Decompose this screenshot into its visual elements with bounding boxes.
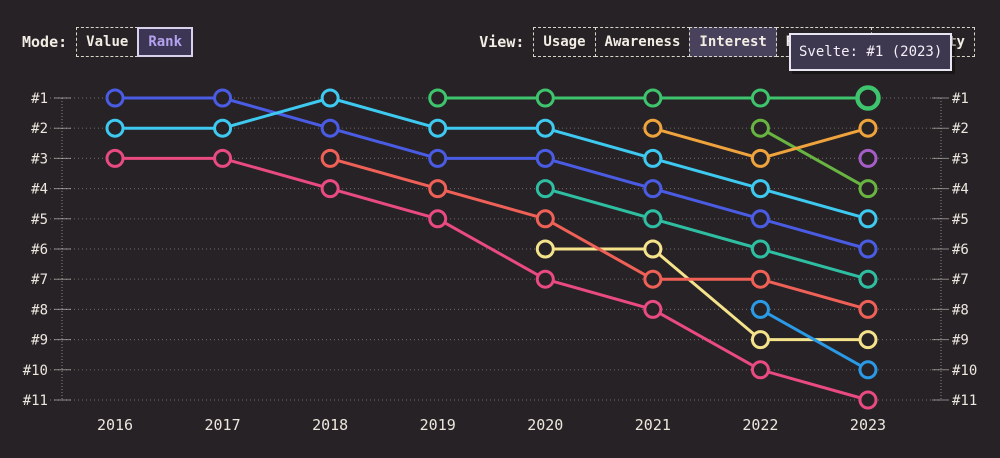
data-point-blue-2020[interactable]	[535, 148, 555, 168]
year-label-2016: 2016	[97, 416, 133, 434]
mode-label: Mode:	[22, 33, 68, 51]
data-point-salmon-2019[interactable]	[428, 179, 448, 199]
data-point-lightblue-2023[interactable]	[858, 360, 878, 380]
tooltip: Svelte: #1 (2023)	[789, 33, 953, 71]
rank-label-left: #4	[31, 182, 48, 198]
rank-label-left: #5	[31, 212, 48, 228]
data-point-yellow-2023[interactable]	[858, 330, 878, 350]
mode-button-rank[interactable]: Rank	[137, 27, 194, 57]
data-point-cyan-2020[interactable]	[535, 118, 555, 138]
rank-label-left: #8	[31, 302, 48, 318]
data-point-pink-2016[interactable]	[105, 148, 125, 168]
data-point-teal-2022[interactable]	[750, 239, 770, 259]
data-point-lightblue-2022[interactable]	[750, 299, 770, 319]
rank-label-left: #6	[31, 242, 48, 258]
data-point-blue-2018[interactable]	[320, 118, 340, 138]
data-point-pink-2021[interactable]	[643, 299, 663, 319]
data-point-pink-2018[interactable]	[320, 179, 340, 199]
rank-label-right: #10	[952, 363, 977, 379]
year-label-2021: 2021	[635, 416, 671, 434]
view-label: View:	[479, 33, 525, 51]
data-point-blue-2019[interactable]	[428, 148, 448, 168]
data-point-cyan-2016[interactable]	[105, 118, 125, 138]
data-point-svelte-2020[interactable]	[535, 88, 555, 108]
data-point-cyan-2019[interactable]	[428, 118, 448, 138]
data-point-svelte-2019[interactable]	[428, 88, 448, 108]
series-line-teal[interactable]	[543, 187, 870, 281]
year-label-2017: 2017	[205, 416, 241, 434]
data-point-pink-2020[interactable]	[535, 269, 555, 289]
rank-label-right: #5	[952, 212, 969, 228]
data-point-salmon-2023[interactable]	[858, 299, 878, 319]
data-point-salmon-2020[interactable]	[535, 209, 555, 229]
data-point-olive-2023[interactable]	[858, 179, 878, 199]
rank-label-right: #6	[952, 242, 969, 258]
data-point-cyan-2021[interactable]	[643, 148, 663, 168]
series-line-cyan[interactable]	[113, 96, 870, 221]
rank-label-left: #2	[31, 121, 48, 137]
rank-label-right: #1	[952, 91, 969, 107]
data-point-teal-2023[interactable]	[858, 269, 878, 289]
data-point-blue-2022[interactable]	[750, 209, 770, 229]
year-label-2022: 2022	[742, 416, 778, 434]
rank-label-right: #8	[952, 302, 969, 318]
data-point-cyan-2017[interactable]	[213, 118, 233, 138]
year-label-2018: 2018	[312, 416, 348, 434]
data-point-purple-2023[interactable]	[858, 148, 878, 168]
data-point-orange-2021[interactable]	[643, 118, 663, 138]
data-point-pink-2017[interactable]	[213, 148, 233, 168]
rank-label-right: #2	[952, 121, 969, 137]
rank-label-left: #7	[31, 272, 48, 288]
series-line-olive[interactable]	[758, 126, 870, 191]
rank-label-right: #7	[952, 272, 969, 288]
data-point-svelte-2022[interactable]	[750, 88, 770, 108]
data-point-teal-2021[interactable]	[643, 209, 663, 229]
data-point-cyan-2018[interactable]	[320, 88, 340, 108]
year-label-2019: 2019	[420, 416, 456, 434]
data-point-yellow-2021[interactable]	[643, 239, 663, 259]
data-point-pink-2019[interactable]	[428, 209, 448, 229]
data-point-salmon-2021[interactable]	[643, 269, 663, 289]
year-label-2023: 2023	[850, 416, 886, 434]
year-label-2020: 2020	[527, 416, 563, 434]
data-point-blue-2016[interactable]	[105, 88, 125, 108]
data-point-pink-2023[interactable]	[858, 390, 878, 410]
data-point-svelte-2021[interactable]	[643, 88, 663, 108]
series-line-pink[interactable]	[113, 156, 870, 402]
rank-label-right: #11	[952, 393, 977, 409]
data-point-yellow-2022[interactable]	[750, 330, 770, 350]
data-point-salmon-2018[interactable]	[320, 148, 340, 168]
data-point-teal-2020[interactable]	[535, 179, 555, 199]
rank-label-left: #3	[31, 151, 48, 167]
data-point-blue-2023[interactable]	[858, 239, 878, 259]
rank-label-left: #10	[23, 363, 48, 379]
data-point-blue-2021[interactable]	[643, 179, 663, 199]
rank-label-left: #1	[31, 91, 48, 107]
mode-buttons: Value Rank	[76, 27, 194, 57]
data-point-orange-2023[interactable]	[858, 118, 878, 138]
data-point-cyan-2022[interactable]	[750, 179, 770, 199]
rank-label-left: #9	[31, 333, 48, 349]
rank-label-right: #3	[952, 151, 969, 167]
mode-toggle-group: Mode: Value Rank	[22, 27, 194, 57]
data-point-cyan-2023[interactable]	[858, 209, 878, 229]
data-point-yellow-2020[interactable]	[535, 239, 555, 259]
series-line-salmon[interactable]	[328, 156, 870, 311]
rank-label-right: #9	[952, 333, 969, 349]
series-line-lightblue[interactable]	[758, 307, 870, 372]
data-point-orange-2022[interactable]	[750, 148, 770, 168]
data-point-pink-2022[interactable]	[750, 360, 770, 380]
rank-label-left: #11	[23, 393, 48, 409]
series-line-blue[interactable]	[113, 96, 870, 251]
data-point-blue-2017[interactable]	[213, 88, 233, 108]
rank-label-right: #4	[952, 182, 969, 198]
data-point-olive-2022[interactable]	[750, 118, 770, 138]
data-point-salmon-2022[interactable]	[750, 269, 770, 289]
data-point-svelte-2023[interactable]	[855, 85, 881, 111]
